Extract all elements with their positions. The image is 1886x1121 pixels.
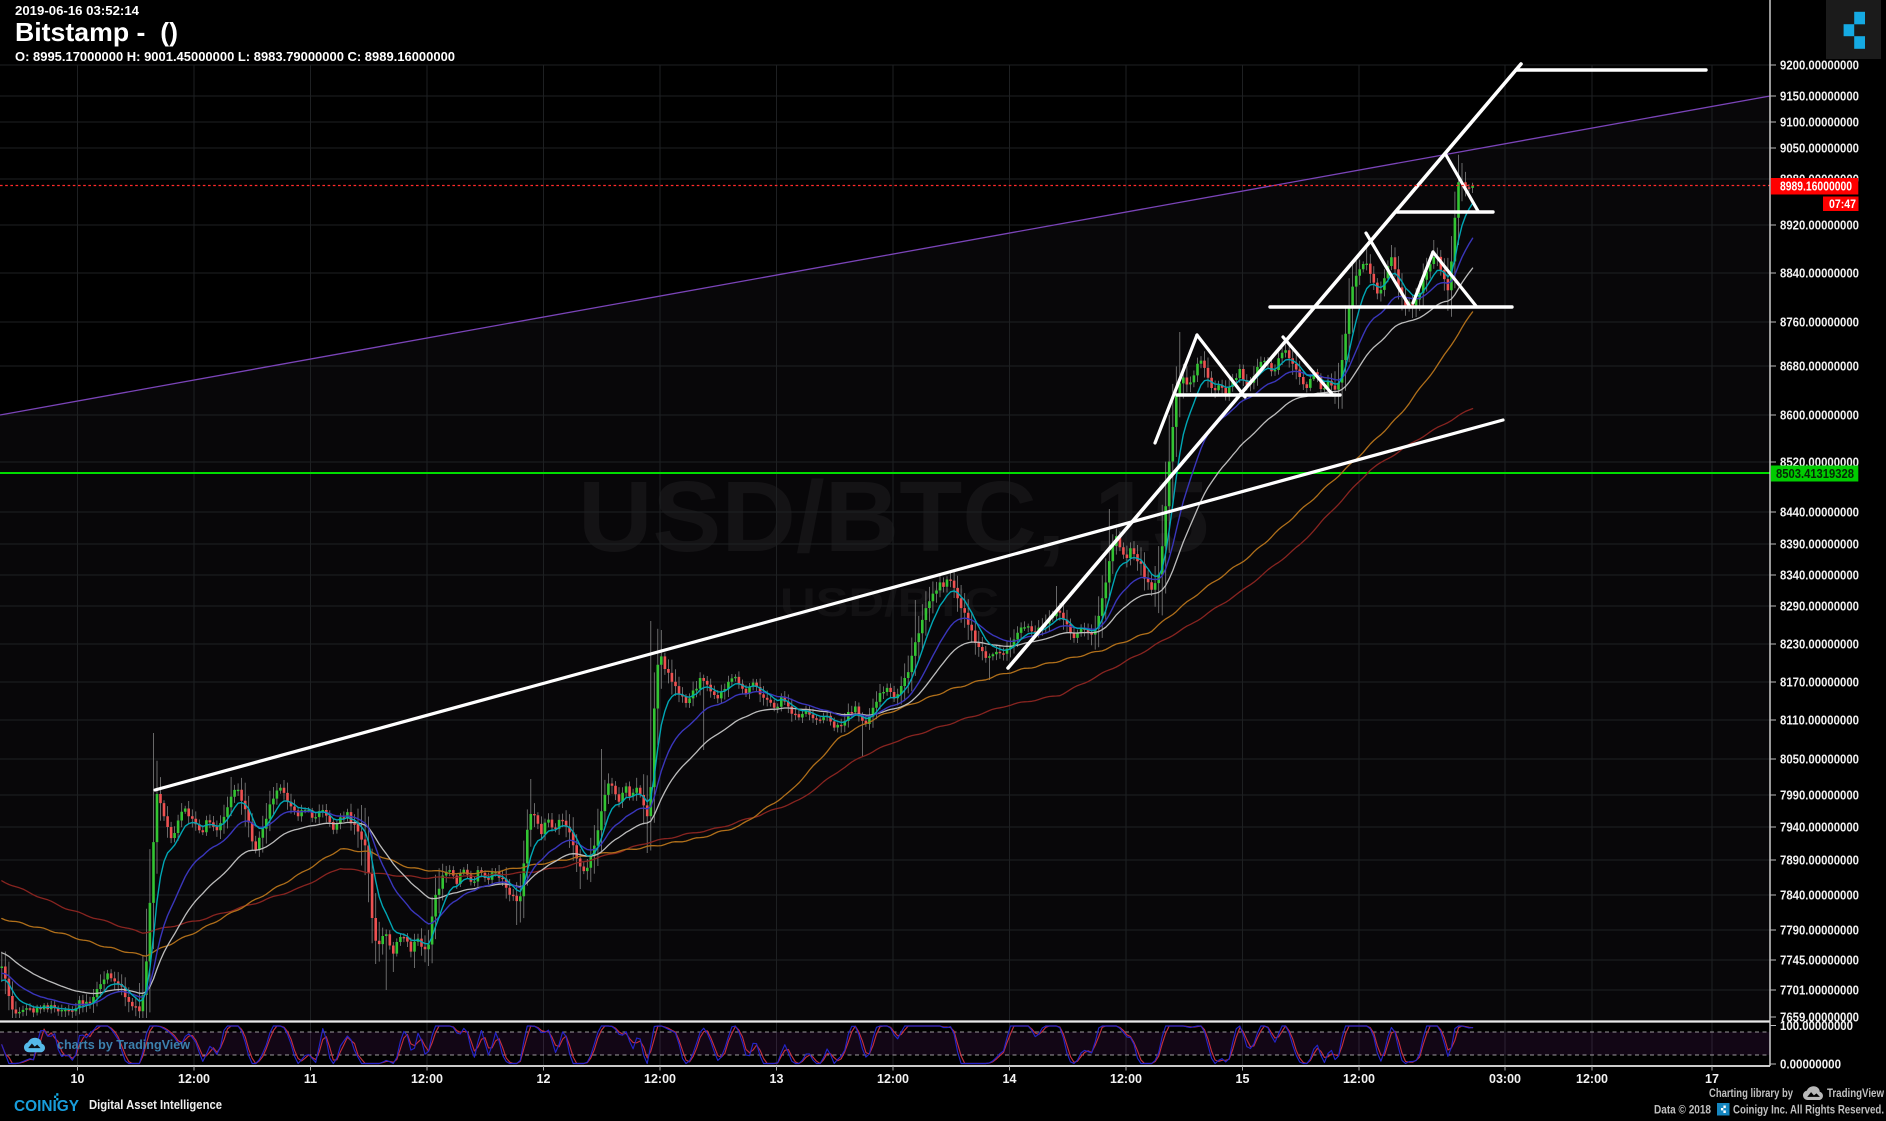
- svg-text:9100.00000000: 9100.00000000: [1780, 116, 1859, 130]
- svg-text:8440.00000000: 8440.00000000: [1780, 506, 1859, 520]
- svg-text:8760.00000000: 8760.00000000: [1780, 316, 1859, 330]
- svg-text:2019-06-16 03:52:14: 2019-06-16 03:52:14: [15, 3, 140, 18]
- svg-text:12:00: 12:00: [1110, 1072, 1142, 1086]
- svg-text:8290.00000000: 8290.00000000: [1780, 600, 1859, 614]
- svg-text:8340.00000000: 8340.00000000: [1780, 569, 1859, 583]
- svg-text:7659.00000000: 7659.00000000: [1780, 1011, 1859, 1025]
- svg-text:7940.00000000: 7940.00000000: [1780, 821, 1859, 835]
- svg-text:12:00: 12:00: [1576, 1072, 1608, 1086]
- svg-text:9050.00000000: 9050.00000000: [1780, 142, 1859, 156]
- svg-text:8680.00000000: 8680.00000000: [1780, 360, 1859, 374]
- svg-text:TradingView: TradingView: [1827, 1088, 1884, 1100]
- svg-text:10: 10: [71, 1072, 85, 1086]
- svg-text:7701.00000000: 7701.00000000: [1780, 984, 1859, 998]
- svg-text:8840.00000000: 8840.00000000: [1780, 267, 1859, 281]
- svg-text:03:00: 03:00: [1489, 1072, 1521, 1086]
- svg-text:charts by TradingView: charts by TradingView: [57, 1037, 191, 1052]
- svg-text:12:00: 12:00: [644, 1072, 676, 1086]
- svg-text:8989.16000000: 8989.16000000: [1780, 180, 1852, 194]
- svg-text:12:00: 12:00: [1343, 1072, 1375, 1086]
- svg-text:9150.00000000: 9150.00000000: [1780, 90, 1859, 104]
- svg-text:Data © 2018: Data © 2018: [1654, 1105, 1712, 1117]
- svg-text:8110.00000000: 8110.00000000: [1780, 714, 1859, 728]
- svg-text:O: 8995.17000000 H: 9001.45000: O: 8995.17000000 H: 9001.45000000 L: 898…: [15, 49, 455, 64]
- svg-text:11: 11: [304, 1072, 317, 1086]
- svg-text:8230.00000000: 8230.00000000: [1780, 638, 1859, 652]
- svg-text:12:00: 12:00: [178, 1072, 210, 1086]
- svg-text:Digital Asset Intelligence: Digital Asset Intelligence: [89, 1098, 222, 1112]
- svg-text:Charting library by: Charting library by: [1709, 1088, 1793, 1100]
- svg-text:12:00: 12:00: [411, 1072, 443, 1086]
- svg-text:17: 17: [1705, 1072, 1719, 1086]
- svg-text:Coinigy Inc. All Rights Reserv: Coinigy Inc. All Rights Reserved.: [1733, 1105, 1884, 1117]
- svg-text:13: 13: [770, 1072, 784, 1086]
- svg-text:100.00000000: 100.00000000: [1780, 1019, 1853, 1033]
- svg-text:07:47: 07:47: [1829, 199, 1856, 211]
- svg-text:8390.00000000: 8390.00000000: [1780, 538, 1859, 552]
- svg-text:9200.00000000: 9200.00000000: [1780, 59, 1859, 73]
- svg-text:8503.41319328: 8503.41319328: [1776, 467, 1854, 481]
- svg-text:7840.00000000: 7840.00000000: [1780, 889, 1859, 903]
- svg-text:COINIGY: COINIGY: [14, 1098, 80, 1115]
- svg-text:8170.00000000: 8170.00000000: [1780, 676, 1859, 690]
- svg-text:12:00: 12:00: [877, 1072, 909, 1086]
- svg-text:0.00000000: 0.00000000: [1780, 1058, 1841, 1072]
- svg-text:8600.00000000: 8600.00000000: [1780, 409, 1859, 423]
- svg-text:12: 12: [537, 1072, 551, 1086]
- svg-text:14: 14: [1003, 1072, 1017, 1086]
- svg-text:8050.00000000: 8050.00000000: [1780, 753, 1859, 767]
- svg-text:7990.00000000: 7990.00000000: [1780, 789, 1859, 803]
- svg-text:7890.00000000: 7890.00000000: [1780, 854, 1859, 868]
- svg-text:8920.00000000: 8920.00000000: [1780, 219, 1859, 233]
- svg-text:7745.00000000: 7745.00000000: [1780, 954, 1859, 968]
- svg-text:Bitstamp - (): Bitstamp - (): [15, 17, 178, 47]
- svg-text:15: 15: [1236, 1072, 1250, 1086]
- svg-text:7790.00000000: 7790.00000000: [1780, 924, 1859, 938]
